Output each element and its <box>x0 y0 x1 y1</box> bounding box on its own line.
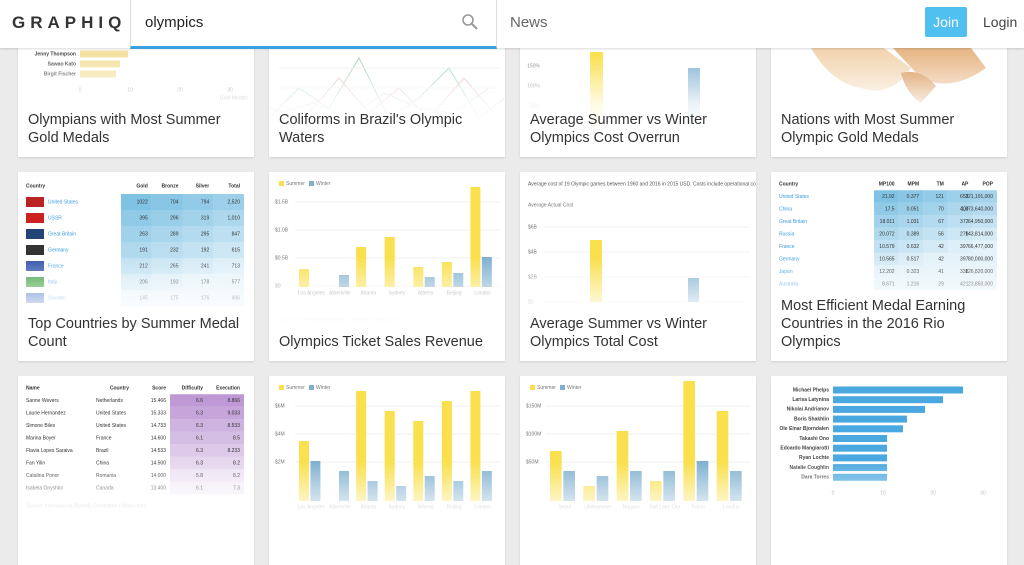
card-title: Olympics Ticket Sales Revenue <box>279 334 483 350</box>
card-title: Olympians with Most Summer Gold Medals <box>28 112 221 146</box>
fade <box>771 172 1007 361</box>
fade <box>269 172 505 361</box>
search-box[interactable]: olympics <box>130 0 497 49</box>
fade <box>520 172 756 361</box>
nav-link[interactable]: News <box>510 14 548 31</box>
fade <box>269 376 505 565</box>
search-text[interactable]: olympics <box>145 14 204 31</box>
fade <box>771 376 1007 565</box>
card-title: Average Summer vs Winter Olympics Cost O… <box>530 112 708 146</box>
result-card[interactable]: SummerWinter$150M$100M$50MSeoulLillehamm… <box>520 376 756 565</box>
search-icon[interactable] <box>461 13 479 31</box>
fade <box>18 376 254 565</box>
result-card[interactable]: Michael PhelpsLarisa LatyninaNikolai And… <box>771 376 1007 565</box>
card-title: Nations with Most Summer Olympic Gold Me… <box>781 112 955 146</box>
card-title: Most Efficient Medal Earning Countries i… <box>781 298 966 350</box>
card-title: Top Countries by Summer Medal Count <box>28 316 240 350</box>
logo[interactable]: GRAPHIQ <box>12 13 127 32</box>
header: GRAPHIQ olympics News Join Login <box>0 0 1024 49</box>
result-card[interactable]: SummerWinter$6M$4M$2MLos AngelesAlbertvi… <box>269 376 505 565</box>
card-title: Coliforms in Brazil's Olympic Waters <box>279 112 463 146</box>
result-card[interactable]: SummerWinter$1.5B$1.0B$0.5B$0Los Angeles… <box>269 172 505 361</box>
result-card[interactable]: Average cost of 19 Olympic games between… <box>520 172 756 361</box>
login-link[interactable]: Login <box>983 14 1018 30</box>
result-card[interactable]: CountryGoldBronzeSilverTotalUnited State… <box>18 172 254 361</box>
result-card[interactable]: CountryMP100MPMTMAPPOPUnited States21.92… <box>771 172 1007 361</box>
fade <box>520 376 756 565</box>
join-button[interactable]: Join <box>925 7 967 37</box>
result-card[interactable]: NameCountryScoreDifficultyExecutionSanne… <box>18 376 254 565</box>
card-title: Average Summer vs Winter Olympics Total … <box>530 316 708 350</box>
fade <box>18 172 254 361</box>
